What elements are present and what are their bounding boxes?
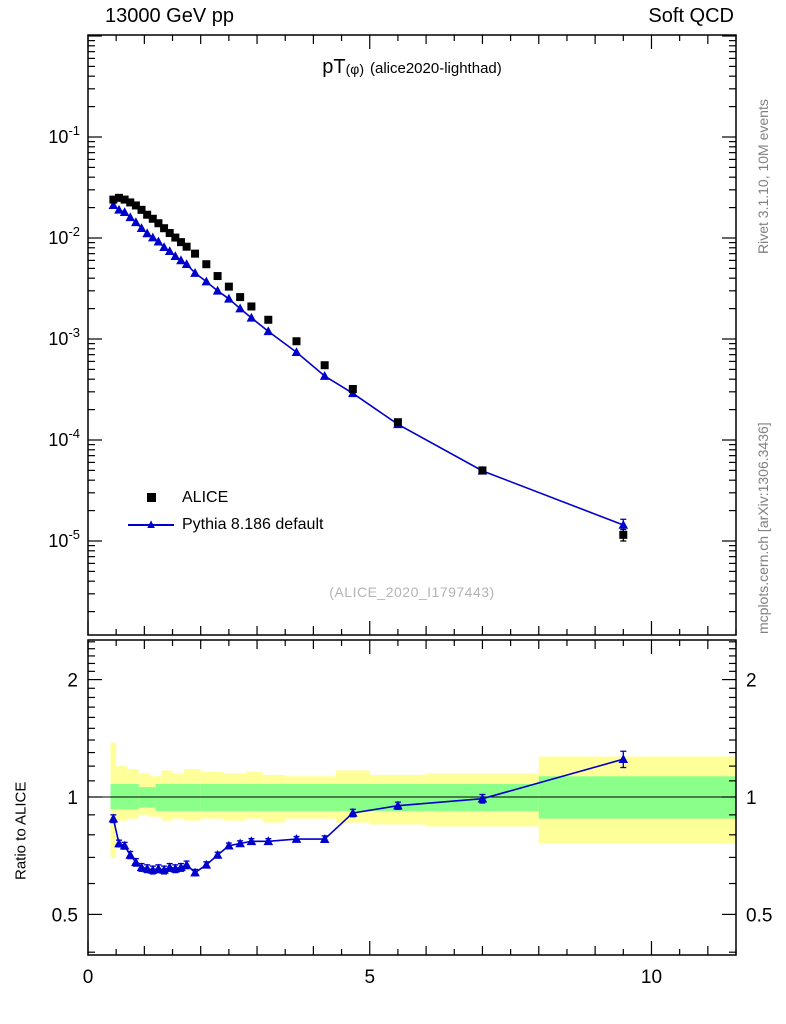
legend-label-pythia: Pythia 8.186 default [182, 515, 324, 533]
svg-text:10-3: 10-3 [48, 325, 80, 349]
legend-label-alice: ALICE [182, 488, 229, 506]
pythia-triangle-marker-icon: ▲ [144, 515, 158, 531]
svg-text:10-4: 10-4 [48, 426, 80, 450]
plot-title-analysis: (alice2020-lighthad) [370, 60, 502, 77]
svg-text:2: 2 [746, 671, 757, 692]
svg-text:10: 10 [641, 967, 662, 988]
plot-title-particle: (φ) [345, 61, 364, 77]
svg-text:0.5: 0.5 [746, 905, 772, 926]
legend-item-alice: ALICE [128, 484, 323, 511]
svg-text:1: 1 [746, 788, 757, 809]
svg-text:5: 5 [364, 967, 375, 988]
svg-text:10-1: 10-1 [48, 123, 80, 147]
header-beam-label: 13000 GeV pp [105, 5, 234, 27]
analysis-watermark: (ALICE_2020_I1797443) [329, 584, 495, 600]
svg-text:0: 0 [83, 967, 94, 988]
rivet-version-caption: Rivet 3.1.10, 10M events [755, 99, 771, 254]
plot-title-observable: pT [322, 56, 346, 78]
pythia-line-marker-icon: ▲ [128, 517, 174, 530]
legend-item-pythia: ▲ Pythia 8.186 default [128, 511, 323, 538]
legend: ALICE ▲ Pythia 8.186 default [128, 484, 323, 538]
mcplots-arxiv-caption: mcplots.cern.ch [arXiv:1306.3436] [755, 422, 771, 634]
svg-text:10-2: 10-2 [48, 224, 80, 248]
ratio-y-axis-label: Ratio to ALICE [12, 781, 30, 880]
plot-title: pT(φ) (alice2020-lighthad) [88, 56, 736, 79]
svg-text:0.5: 0.5 [52, 905, 78, 926]
svg-text:2: 2 [67, 671, 78, 692]
alice-square-marker-icon [146, 493, 156, 502]
svg-text:1: 1 [67, 788, 78, 809]
header-process-label: Soft QCD [648, 5, 734, 27]
svg-text:10-5: 10-5 [48, 527, 80, 551]
